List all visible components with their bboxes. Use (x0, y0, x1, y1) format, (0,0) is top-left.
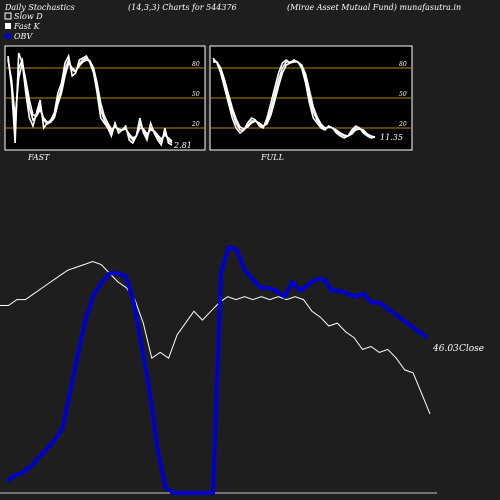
close-price-line (0, 260, 431, 415)
close-series-label: Close (459, 344, 484, 354)
fast-last-value-label: 2.81 (173, 141, 192, 150)
obv-line (5, 244, 429, 495)
legend-swatch-obv (4, 32, 12, 40)
full-stoch-line-2 (213, 61, 376, 138)
fast-stoch-line-2 (7, 59, 173, 142)
full-panel-caption: FULL (260, 153, 284, 162)
legend-swatch-slow-d (4, 12, 12, 20)
full-tick-label: 20 (398, 121, 407, 128)
fast-stochastic-panel: FAST 80 50 20 2.81 (4, 45, 206, 162)
legend: Slow D Fast K OBV (4, 12, 43, 41)
fast-tick-label: 80 (192, 61, 200, 68)
close-value-label: 46.03 (432, 344, 459, 354)
fast-tick-label: 50 (192, 91, 200, 98)
fast-tick-label: 20 (191, 121, 200, 128)
header-right: (Mirae Asset Mutual Fund) munafasutra.in (287, 3, 461, 12)
legend-swatch-fast-k (5, 23, 11, 29)
price-obv-area: 46.03 Close (0, 244, 484, 495)
header-left: Daily Stochastics (4, 3, 75, 12)
legend-label-obv: OBV (14, 32, 33, 41)
full-tick-label: 80 (399, 61, 407, 68)
full-last-value-label: 11.35 (380, 133, 403, 142)
legend-label-fast-k: Fast K (13, 22, 41, 31)
full-stochastic-panel: FULL 80 50 20 11.35 (209, 45, 413, 162)
fast-panel-caption: FAST (27, 153, 50, 162)
full-tick-label: 50 (399, 91, 407, 98)
legend-label-slow-d: Slow D (14, 12, 43, 21)
header-center: (14,3,3) Charts for 544376 (128, 3, 237, 12)
